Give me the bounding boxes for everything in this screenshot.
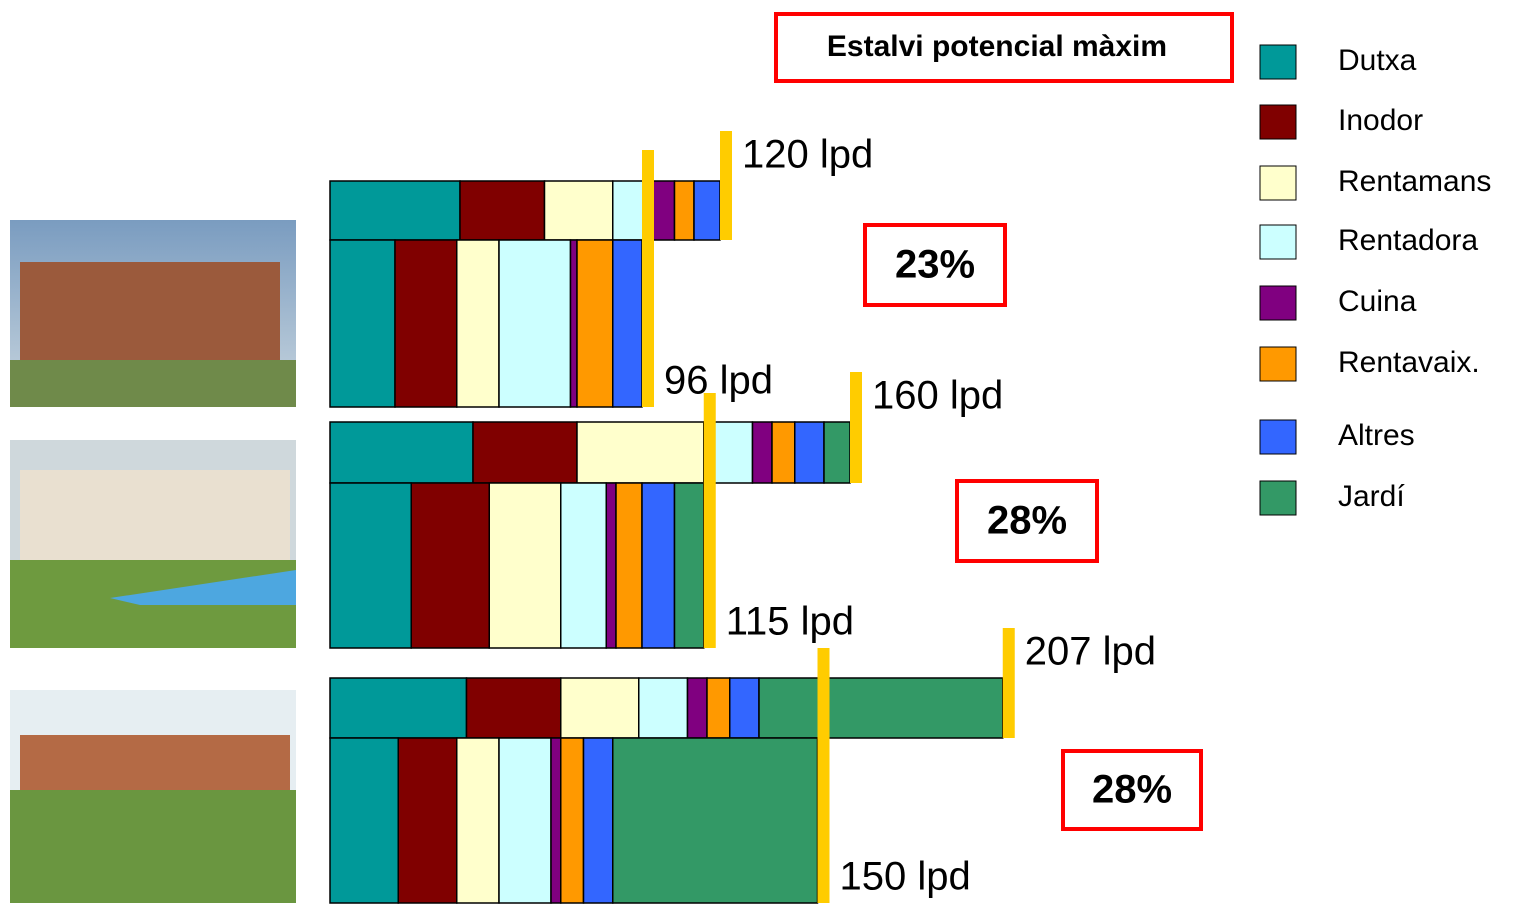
bar-segment: [651, 180, 676, 241]
legend-label: Rentamans: [1338, 165, 1491, 198]
legend-label: Dutxa: [1338, 44, 1417, 77]
bar-segment: [641, 482, 676, 649]
bar-segment: [569, 239, 578, 408]
bar-segment: [472, 421, 578, 484]
savings-label: 28%: [987, 499, 1067, 543]
total-label: 160 lpd: [872, 374, 1003, 418]
bar-segment: [329, 239, 396, 408]
bar-segment: [794, 421, 825, 484]
bar-segment: [329, 677, 468, 739]
bar-segment: [543, 180, 614, 241]
savings-title: Estalvi potencial màxim: [827, 30, 1167, 63]
total-marker: [642, 150, 654, 407]
total-marker: [720, 131, 732, 240]
bar-segment: [550, 737, 562, 904]
bar-segment: [397, 737, 458, 904]
total-label: 207 lpd: [1025, 630, 1156, 674]
total-label: 120 lpd: [742, 133, 873, 177]
bar-segment: [329, 421, 474, 484]
photo-apartments: [10, 220, 296, 407]
savings-box: [863, 223, 1007, 307]
bar-segment: [758, 677, 1004, 739]
bar-segment: [638, 677, 689, 739]
legend-swatch: [1259, 419, 1297, 455]
bar-segment: [706, 677, 731, 739]
bar-segment: [612, 737, 819, 904]
legend-swatch: [1259, 165, 1297, 201]
bar-segment: [329, 482, 412, 649]
photo-terraced-houses: [10, 440, 296, 648]
bar-segment: [498, 737, 552, 904]
photo-detached-house: [10, 690, 296, 903]
savings-box: [955, 479, 1099, 563]
total-marker: [703, 393, 716, 648]
bar-segment: [673, 482, 705, 649]
legend-label: Inodor: [1338, 104, 1423, 137]
bar-segment: [410, 482, 490, 649]
total-label: 96 lpd: [664, 359, 773, 403]
bar-segment: [560, 482, 607, 649]
savings-label: 23%: [895, 243, 975, 287]
legend-label: Jardí: [1338, 480, 1405, 513]
bar-segment: [582, 737, 614, 904]
bar-segment: [673, 180, 695, 241]
bar-segment: [576, 239, 614, 408]
total-marker: [1002, 628, 1015, 738]
legend-swatch: [1259, 480, 1297, 516]
bar-segment: [459, 180, 546, 241]
total-marker: [817, 648, 830, 903]
bar-segment: [823, 421, 851, 484]
legend-label: Rentadora: [1338, 224, 1478, 257]
bar-segment: [394, 239, 458, 408]
legend-swatch: [1259, 285, 1297, 321]
legend-swatch: [1259, 346, 1297, 382]
bar-segment: [465, 677, 562, 739]
bar-segment: [751, 421, 773, 484]
savings-title-box: [774, 12, 1234, 83]
bar-segment: [329, 737, 399, 904]
savings-box: [1061, 749, 1203, 831]
total-marker: [850, 372, 862, 483]
legend-label: Cuina: [1338, 285, 1417, 318]
bar-segment: [498, 239, 572, 408]
bar-segment: [488, 482, 562, 649]
legend-swatch: [1259, 44, 1297, 80]
bar-segment: [576, 421, 705, 484]
savings-label: 28%: [1092, 768, 1172, 812]
bar-segment: [686, 677, 708, 739]
legend-swatch: [1259, 104, 1297, 140]
bar-segment: [615, 482, 643, 649]
bar-segment: [693, 180, 721, 241]
total-label: 115 lpd: [726, 600, 854, 644]
bar-segment: [560, 737, 585, 904]
legend-swatch: [1259, 224, 1297, 260]
bar-segment: [329, 180, 461, 241]
total-label: 150 lpd: [840, 855, 971, 899]
bar-segment: [560, 677, 640, 739]
bar-segment: [456, 737, 500, 904]
legend-label: Altres: [1338, 419, 1415, 452]
bar-segment: [605, 482, 617, 649]
legend-label: Rentavaix.: [1338, 346, 1480, 379]
bar-segment: [456, 239, 500, 408]
bar-segment: [612, 239, 643, 408]
bar-segment: [729, 677, 760, 739]
bar-segment: [771, 421, 796, 484]
